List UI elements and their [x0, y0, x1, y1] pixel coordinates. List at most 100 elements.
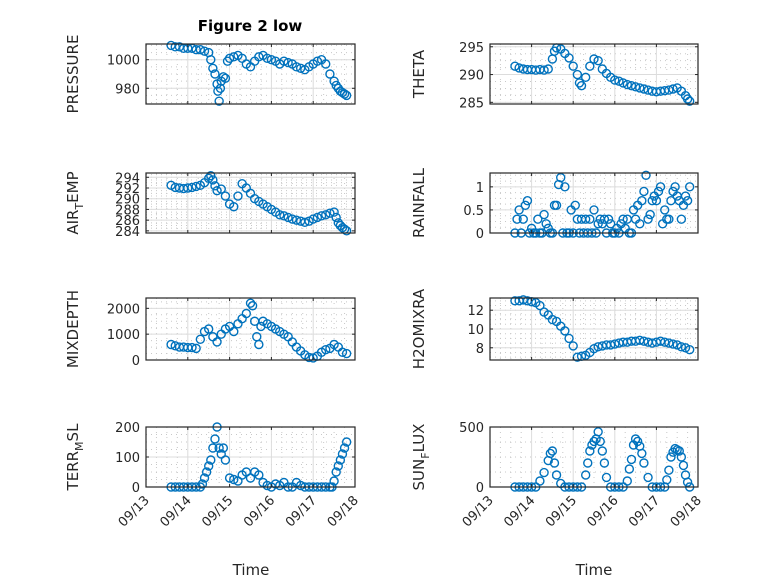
data-point	[599, 458, 610, 468]
data-point	[206, 55, 216, 65]
y-tick-label: 288	[115, 203, 140, 218]
data-point	[254, 339, 264, 350]
data-point	[312, 212, 323, 223]
y-tick-label: 980	[115, 82, 140, 97]
data-point	[662, 475, 672, 485]
data-point	[339, 443, 350, 453]
data-point	[518, 214, 528, 224]
data-point	[635, 83, 645, 93]
data-point	[603, 214, 614, 224]
data-point	[535, 476, 545, 486]
data-point	[316, 211, 327, 221]
data-point	[291, 62, 302, 72]
x-tick-label: 09/13	[116, 493, 153, 530]
data-point	[660, 337, 670, 347]
data-point	[593, 55, 603, 66]
y-axis-label-main: THETA	[410, 49, 428, 99]
data-point	[684, 182, 695, 192]
data-point	[241, 308, 252, 319]
data-point	[291, 215, 302, 225]
x-tick-label: 09/16	[241, 493, 278, 530]
y-axis-label: THETA	[410, 49, 428, 99]
y-axis-label-main: SUN	[410, 459, 428, 491]
subplot-sun_flux: 0 500 09/13 09/14 09/15 09/16 09/17 09/18 SUNFLU…	[410, 421, 705, 530]
data-series	[510, 43, 695, 106]
subplot-h2omixra: 8 10 12 H2OMIXRA	[410, 288, 699, 369]
data-point	[595, 436, 605, 447]
data-point	[635, 219, 645, 229]
y-tick-label: 290	[459, 69, 484, 84]
x-tick-label: 09/13	[460, 493, 497, 530]
data-point	[512, 214, 522, 224]
data-point	[266, 55, 277, 65]
data-point	[166, 339, 176, 350]
data-point	[203, 324, 214, 334]
data-point	[212, 337, 222, 347]
data-point	[256, 321, 266, 332]
data-point	[279, 56, 289, 66]
data-point	[206, 455, 216, 465]
y-axis-label-subscript: F	[419, 452, 432, 458]
data-point	[682, 477, 693, 487]
data-point	[208, 63, 218, 73]
data-point	[637, 448, 647, 459]
data-point	[331, 467, 341, 477]
data-point	[614, 76, 624, 86]
data-series	[166, 170, 352, 236]
data-point	[635, 335, 645, 345]
data-point	[341, 90, 352, 101]
x-tick-label: 09/16	[585, 493, 622, 530]
data-series	[510, 170, 695, 238]
data-point	[218, 443, 229, 453]
data-point	[564, 333, 574, 344]
y-axis-label-main: PRESSURE	[64, 35, 82, 114]
data-point	[287, 214, 297, 224]
data-point	[676, 342, 687, 352]
data-point	[329, 207, 339, 217]
data-point	[341, 226, 352, 236]
data-point	[522, 195, 533, 206]
data-point	[312, 56, 323, 66]
data-point	[643, 472, 653, 483]
data-point	[585, 61, 595, 71]
data-point	[547, 446, 558, 456]
data-point	[684, 344, 695, 355]
axes-box	[489, 43, 699, 105]
subplot-pressure: 980 1000 PRESSURE	[64, 35, 356, 114]
data-point	[622, 476, 632, 486]
data-point	[682, 94, 693, 104]
y-axis-label: TERRMSL	[64, 423, 86, 492]
data-point	[572, 69, 583, 80]
data-point	[568, 341, 578, 351]
data-series	[166, 298, 352, 363]
data-point	[674, 446, 684, 456]
x-tick-label: 09/18	[668, 493, 705, 530]
data-point	[593, 342, 603, 352]
y-axis-label: PRESSURE	[64, 35, 82, 114]
data-point	[666, 452, 676, 462]
data-point	[539, 209, 549, 220]
data-point	[229, 202, 239, 212]
data-point	[220, 73, 231, 83]
data-point	[218, 72, 229, 82]
data-point	[610, 75, 620, 85]
data-point	[585, 446, 595, 456]
data-point	[283, 212, 293, 223]
data-point	[668, 339, 678, 349]
y-tick-label: 0	[132, 354, 140, 369]
y-tick-label: 1	[476, 181, 484, 196]
y-axis-label: SUNFLUX	[410, 424, 432, 491]
data-point	[229, 326, 239, 337]
data-point	[630, 82, 641, 92]
data-point	[655, 182, 666, 192]
data-point	[514, 205, 524, 215]
data-point	[308, 214, 318, 224]
data-point	[639, 186, 649, 197]
data-point	[210, 69, 220, 79]
y-tick-label: 0	[132, 481, 140, 496]
data-point	[215, 83, 226, 93]
data-point	[220, 191, 231, 201]
data-point	[676, 214, 687, 224]
axes-box	[145, 43, 356, 105]
